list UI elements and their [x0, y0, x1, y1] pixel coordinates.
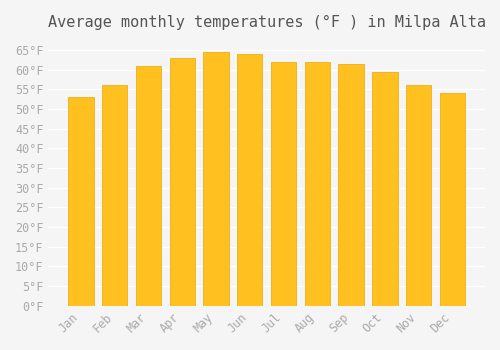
Bar: [372, 72, 398, 306]
Bar: [406, 85, 431, 306]
Title: Average monthly temperatures (°F ) in Milpa Alta: Average monthly temperatures (°F ) in Mi…: [48, 15, 486, 30]
Bar: [170, 58, 195, 306]
Bar: [68, 97, 94, 306]
Bar: [102, 85, 128, 306]
Bar: [204, 52, 229, 306]
Bar: [271, 62, 296, 306]
Bar: [136, 66, 161, 306]
Bar: [304, 62, 330, 306]
Bar: [237, 54, 262, 306]
Bar: [440, 93, 465, 306]
Bar: [338, 64, 364, 306]
